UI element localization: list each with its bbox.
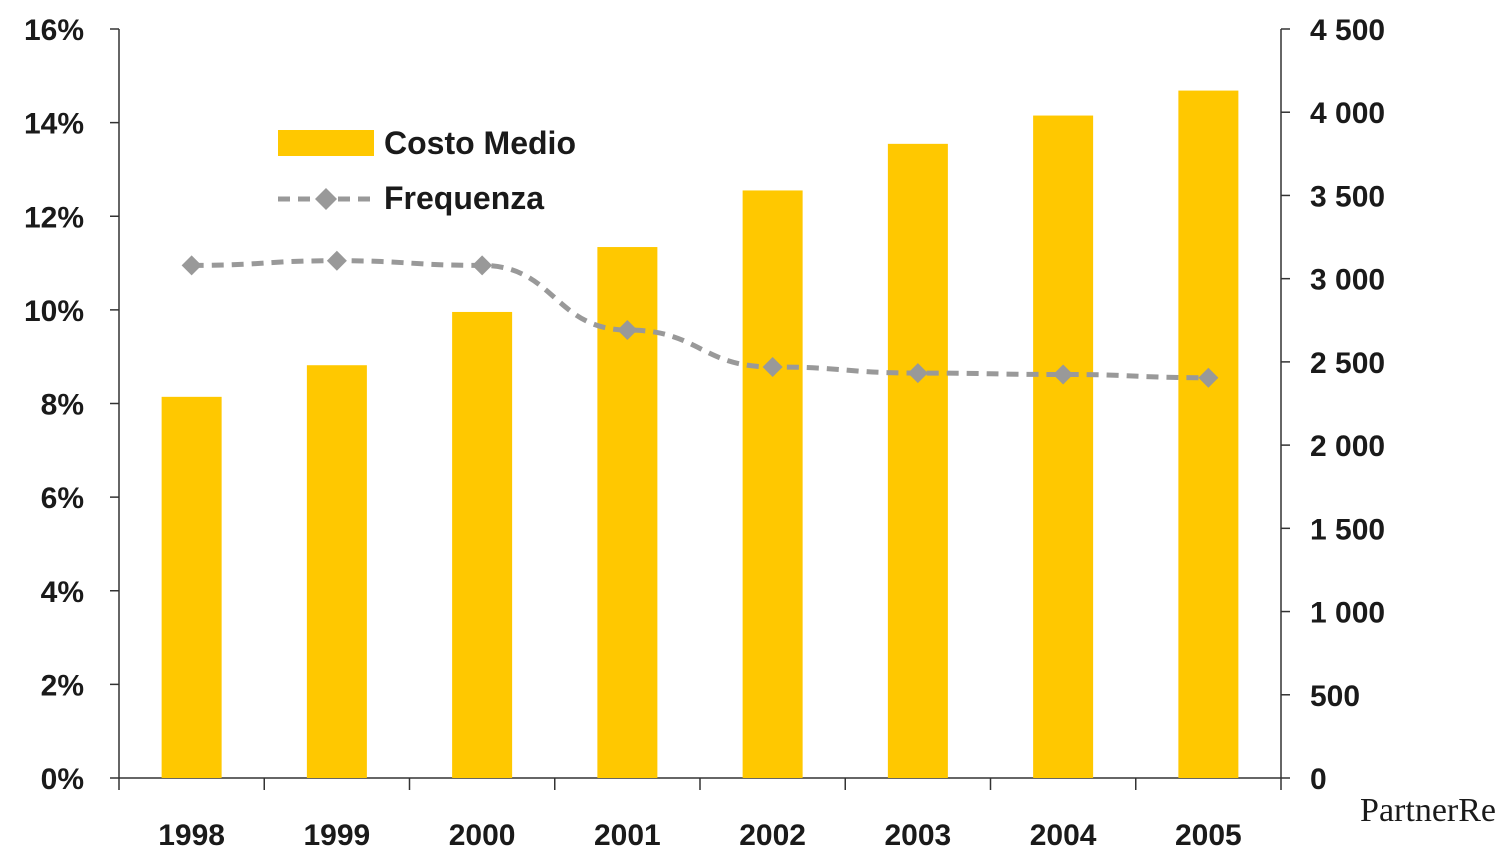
right-axis-tick-label: 1 500: [1310, 513, 1385, 546]
right-axis-tick-label: 4 500: [1310, 14, 1385, 47]
left-axis-tick-label: 14%: [24, 108, 84, 141]
bar-costo-medio: [742, 190, 803, 778]
left-axis-tick-label: 2%: [41, 669, 84, 702]
x-axis-tick-label: 1999: [304, 819, 371, 852]
left-axis-tick-label: 10%: [24, 295, 84, 328]
line-frequenza: [191, 258, 1209, 381]
x-axis-tick-label: 2001: [594, 819, 661, 852]
right-axis-tick-label: 0: [1310, 763, 1327, 796]
right-axis-tick-label: 3 000: [1310, 264, 1385, 297]
left-axis-tick-label: 6%: [41, 482, 84, 515]
legend-label-frequenza: Frequenza: [384, 180, 544, 216]
left-axis-tick-label: 12%: [24, 201, 84, 234]
bar-costo-medio: [161, 396, 222, 778]
right-axis-tick-label: 2 000: [1310, 430, 1385, 463]
point-frequenza: [472, 255, 493, 276]
right-axis-tick-label: 500: [1310, 680, 1360, 713]
right-axis-tick-label: 4 000: [1310, 97, 1385, 130]
bar-costo-medio: [1033, 115, 1094, 779]
bar-costo-medio: [887, 143, 948, 778]
bar-costo-medio: [1178, 90, 1239, 778]
x-axis-tick-label: 2002: [739, 819, 806, 852]
legend-swatch-costo-medio: [278, 130, 374, 156]
x-axis-tick-label: 1998: [158, 819, 225, 852]
point-frequenza: [907, 363, 928, 384]
right-axis-tick-label: 3 500: [1310, 180, 1385, 213]
point-frequenza: [181, 255, 202, 276]
x-axis-tick-label: 2005: [1175, 819, 1242, 852]
point-frequenza: [1198, 367, 1219, 388]
point-frequenza: [617, 320, 638, 341]
x-axis-tick-label: 2003: [885, 819, 952, 852]
x-axis-tick-label: 2000: [449, 819, 516, 852]
left-axis-tick-label: 8%: [41, 389, 84, 422]
axes: 0% 2% 4% 6% 8% 10% 12% 14% 16% 0 500 1 000 1 500 2 00…: [24, 14, 1385, 852]
line-series-frequenza: [181, 250, 1219, 388]
left-axis-tick-label: 4%: [41, 576, 84, 609]
right-axis-tick-label: 2 500: [1310, 347, 1385, 380]
x-axis-tick-label: 2004: [1030, 819, 1097, 852]
partnerre-logo: PartnerRe: [1360, 792, 1496, 829]
bar-costo-medio: [306, 365, 367, 778]
left-axis-tick-label: 16%: [24, 14, 84, 47]
bar-series-costo-medio: [161, 90, 1239, 779]
point-frequenza: [1053, 364, 1074, 385]
point-frequenza: [326, 250, 347, 271]
legend-marker-frequenza: [315, 188, 337, 210]
right-axis-tick-label: 1 000: [1310, 597, 1385, 630]
bar-costo-medio: [452, 311, 513, 778]
legend-label-costo-medio: Costo Medio: [384, 125, 576, 161]
point-frequenza: [762, 356, 783, 377]
left-axis-tick-label: 0%: [41, 763, 84, 796]
legend: Costo Medio Frequenza: [278, 125, 576, 216]
